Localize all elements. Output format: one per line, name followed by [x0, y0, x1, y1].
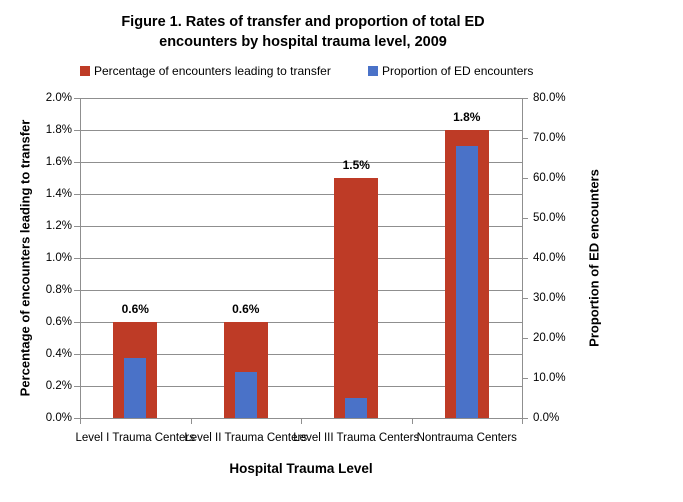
y-axis-right-tick-label: 30.0% [533, 292, 566, 304]
category-label: Nontrauma Centers [416, 432, 517, 444]
bar-ed-encounter-share [455, 146, 478, 418]
y-axis-left-line [80, 98, 81, 418]
x-axis-tick [411, 419, 413, 424]
bar-value-label: 0.6% [121, 302, 149, 316]
legend-swatch-blue-icon [368, 66, 378, 76]
x-axis-tick [190, 419, 192, 424]
y-axis-right-tick-label: 20.0% [533, 332, 566, 344]
y-axis-left-tick-label: 0.4% [45, 348, 72, 360]
y-axis-right-tick-label: 60.0% [533, 172, 566, 184]
category-label: Level II Trauma Centers [184, 432, 308, 444]
gridline [80, 130, 522, 131]
gridline [80, 322, 522, 323]
y-axis-left-tick-label: 1.0% [45, 252, 72, 264]
y-axis-left-tick-label: 2.0% [45, 92, 72, 104]
x-axis-tick [522, 419, 523, 424]
gridline [80, 290, 522, 291]
x-axis-line [80, 418, 523, 419]
y-axis-left-tick-label: 1.8% [45, 124, 72, 136]
y-axis-right-tick-label: 10.0% [533, 372, 566, 384]
legend-label-transfer: Percentage of encounters leading to tran… [94, 64, 331, 78]
y-axis-left-tick [74, 194, 80, 195]
legend-swatch-red-icon [80, 66, 90, 76]
legend-item-transfer: Percentage of encounters leading to tran… [80, 64, 331, 80]
x-axis-tick [301, 419, 302, 424]
y-axis-right-tick [522, 378, 528, 379]
bar-value-label: 0.6% [232, 302, 260, 316]
gridline [80, 386, 522, 387]
gridline [80, 226, 522, 227]
gridline [80, 354, 522, 355]
y-axis-right-tick-label: 40.0% [533, 252, 566, 264]
y-axis-left-tick [74, 386, 80, 387]
bar-ed-encounter-share [124, 358, 147, 418]
y-axis-left-tick [74, 98, 80, 99]
y-axis-right-tick [522, 98, 528, 99]
y-axis-right-tick [522, 218, 528, 219]
y-axis-left-tick-label: 0.2% [45, 380, 72, 392]
y-axis-right-tick [522, 418, 528, 419]
gridline [80, 194, 522, 195]
y-axis-left-tick-label: 0.0% [45, 412, 72, 424]
chart-title-line2: encounters by hospital trauma level, 200… [159, 34, 447, 50]
y-axis-left-tick [74, 354, 80, 355]
x-axis-title: Hospital Trauma Level [229, 461, 373, 476]
y-axis-right-tick-label: 50.0% [533, 212, 566, 224]
y-axis-left-tick-label: 1.2% [45, 220, 72, 232]
bar-ed-encounter-share [234, 372, 257, 418]
chart-title: Figure 1. Rates of transfer and proporti… [0, 12, 606, 52]
category-label: Level III Trauma Centers [293, 432, 420, 444]
bar-ed-encounter-share [345, 398, 368, 418]
y-axis-right-tick [522, 338, 528, 339]
y-axis-left-tick-label: 1.6% [45, 156, 72, 168]
y-axis-left-tick [74, 290, 80, 291]
legend: Percentage of encounters leading to tran… [0, 64, 683, 80]
y-axis-left-tick [74, 418, 80, 419]
y-axis-left-tick-label: 1.4% [45, 188, 72, 200]
gridline [80, 98, 522, 99]
y-axis-right-line [522, 98, 523, 419]
y-axis-right-title: Proportion of ED encounters [586, 169, 602, 347]
category-label: Level I Trauma Centers [75, 432, 196, 444]
y-axis-right-tick [522, 178, 528, 179]
legend-item-ed-encounters: Proportion of ED encounters [368, 64, 533, 80]
y-axis-left-tick-label: 0.6% [45, 316, 72, 328]
gridline [80, 162, 522, 163]
y-axis-left-tick [74, 226, 80, 227]
y-axis-right-tick-label: 0.0% [533, 412, 560, 424]
chart-title-line1: Figure 1. Rates of transfer and proporti… [121, 14, 485, 30]
y-axis-left-tick-label: 0.8% [45, 284, 72, 296]
y-axis-left-tick [74, 162, 80, 163]
y-axis-left-tick [74, 130, 80, 131]
y-axis-right-tick-label: 80.0% [533, 92, 566, 104]
bar-transfer-rate [334, 178, 379, 418]
y-axis-right-tick [522, 258, 528, 259]
y-axis-right-tick [522, 138, 528, 139]
y-axis-right-tick-label: 70.0% [533, 132, 566, 144]
bar-value-label: 1.8% [453, 110, 481, 124]
y-axis-right-tick [522, 298, 528, 299]
y-axis-left-tick [74, 258, 80, 259]
gridline [80, 258, 522, 259]
bar-value-label: 1.5% [342, 158, 370, 172]
legend-label-ed-encounters: Proportion of ED encounters [382, 64, 534, 78]
x-axis-tick [80, 419, 81, 424]
y-axis-left-tick [74, 322, 80, 323]
